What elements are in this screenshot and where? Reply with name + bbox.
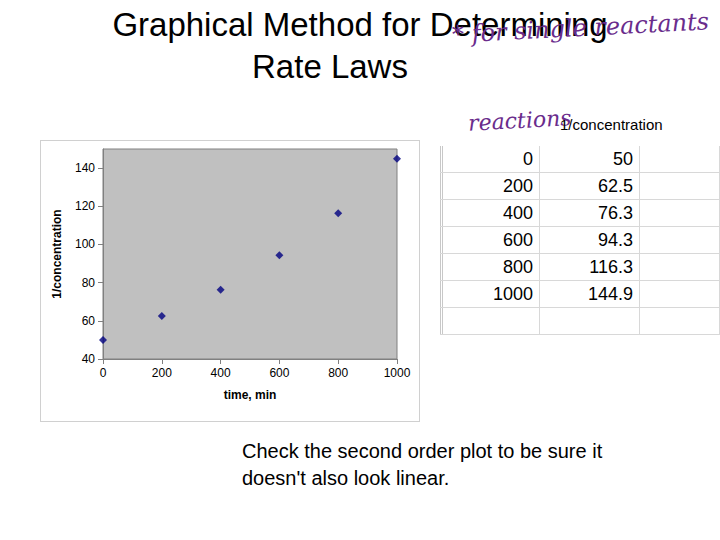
html-text:50: 50	[613, 149, 633, 169]
html-text:Check the second order plot to: Check the second order plot to be sure i…	[242, 440, 603, 462]
svg-text:60: 60	[82, 314, 96, 328]
svg-text:200: 200	[152, 366, 172, 380]
html-text:1/concentration: 1/concentration	[560, 116, 663, 133]
html-text:Graphical Method for Determini: Graphical Method for Determining	[112, 6, 608, 43]
html-text:reactions: reactions	[467, 105, 573, 136]
html-text:62.5: 62.5	[598, 176, 633, 196]
html-text:94.3: 94.3	[598, 230, 633, 250]
svg-text:80: 80	[82, 276, 96, 290]
html-text:doesn't also look linear.: doesn't also look linear.	[242, 467, 450, 489]
svg-text:40: 40	[82, 352, 96, 366]
svg-text:600: 600	[269, 366, 289, 380]
html-text:Rate Laws: Rate Laws	[252, 48, 408, 85]
html-text:116.3: 116.3	[589, 257, 633, 277]
html-text:200: 200	[503, 176, 533, 196]
svg-text:100: 100	[75, 237, 95, 251]
html-text:600: 600	[503, 230, 533, 250]
html-text:144.9: 144.9	[588, 284, 633, 304]
svg-text:400: 400	[211, 366, 231, 380]
html-text:1000: 1000	[493, 284, 533, 304]
svg-text:120: 120	[75, 199, 95, 213]
svg-text:time, min: time, min	[224, 388, 277, 402]
svg-text:1/concentration: 1/concentration	[50, 209, 64, 298]
html-text:0: 0	[523, 149, 533, 169]
svg-text:140: 140	[75, 161, 95, 175]
html-text:* for single reactants: * for single reactants	[451, 7, 710, 49]
svg-text:0: 0	[100, 366, 107, 380]
html-text:76.3: 76.3	[598, 203, 633, 223]
svg-text:800: 800	[328, 366, 348, 380]
html-text:800: 800	[503, 257, 533, 277]
svg-text:1000: 1000	[384, 366, 411, 380]
html-text:400: 400	[503, 203, 533, 223]
